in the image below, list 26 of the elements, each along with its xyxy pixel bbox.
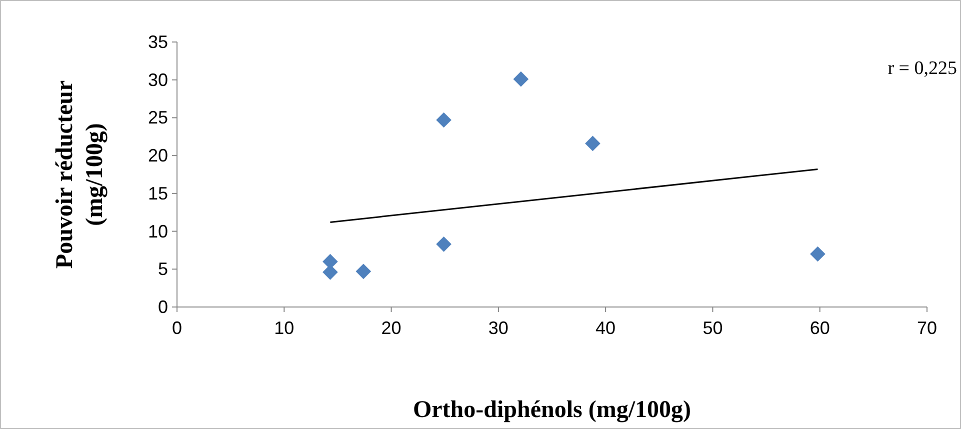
y-tick-label: 20 — [148, 146, 168, 166]
point — [585, 136, 600, 152]
y-tick-label: 15 — [148, 183, 168, 204]
x-tick-label: 30 — [488, 318, 508, 338]
x-tick-label: 40 — [596, 318, 616, 338]
y-axis-title: Pouvoir réducteur (mg/100g) — [52, 80, 108, 269]
x-tick-label: 60 — [810, 318, 830, 338]
y-tick-label: 25 — [148, 108, 168, 128]
point — [810, 246, 826, 262]
x-tick-label: 10 — [274, 318, 294, 338]
x-tick-label: 20 — [381, 318, 402, 338]
x-tick-label: 0 — [172, 318, 182, 338]
point — [356, 264, 372, 280]
point — [436, 236, 452, 252]
x-tick-label: 70 — [916, 318, 938, 338]
x-axis-title: Ortho-diphénols (mg/100g) — [412, 397, 692, 423]
y-tick-label: 30 — [148, 70, 168, 90]
y-tick-label: 0 — [158, 297, 168, 317]
y-tick-label: 35 — [148, 32, 168, 52]
y-tick-label: 5 — [158, 259, 168, 280]
point — [436, 112, 452, 128]
annotation: r = 0,225 — [888, 58, 957, 79]
y-tick-label: 10 — [148, 221, 168, 242]
point — [513, 71, 529, 87]
point — [322, 264, 338, 280]
x-tick-label: 50 — [702, 318, 723, 338]
